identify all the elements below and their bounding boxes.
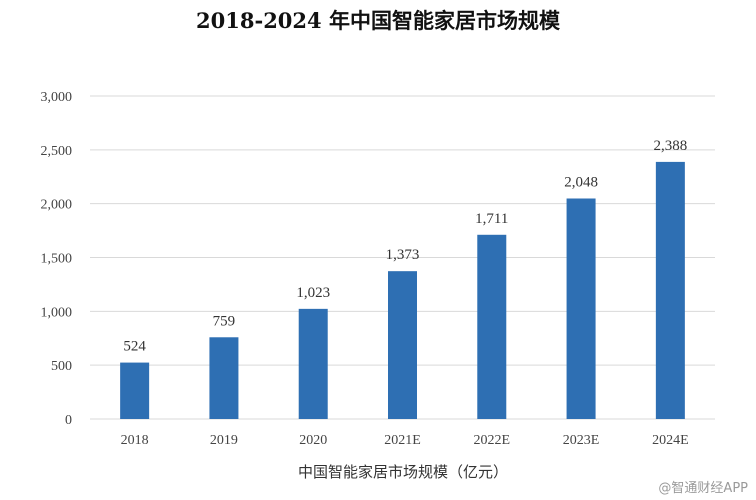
x-axis-label: 中国智能家居市场规模（亿元） <box>298 463 508 481</box>
bar <box>388 271 417 419</box>
x-tick-label: 2021E <box>384 433 421 448</box>
watermark: @智通财经APP <box>658 481 748 496</box>
bar-value-label: 524 <box>123 339 146 355</box>
y-tick-label: 3,000 <box>41 90 73 105</box>
x-tick-label: 2020 <box>299 433 327 448</box>
bar-value-label: 2,388 <box>653 138 687 154</box>
bar-value-label: 1,373 <box>386 247 420 263</box>
y-tick-label: 2,000 <box>41 198 73 213</box>
data-labels: 524 759 1,023 1,373 1,711 2,048 2,388 <box>123 138 687 355</box>
bar <box>566 198 596 419</box>
x-tick-label: 2022E <box>474 433 511 448</box>
x-tick-label: 2018 <box>121 433 149 448</box>
bar <box>209 337 239 419</box>
bars <box>120 161 685 419</box>
x-tick-label: 2024E <box>652 433 689 448</box>
bar-value-label: 2,048 <box>564 174 598 190</box>
y-tick-label: 500 <box>51 359 72 374</box>
bar <box>120 362 150 419</box>
bar <box>477 234 507 419</box>
y-tick-label: 1,500 <box>41 252 73 267</box>
x-tick-label: 2019 <box>210 433 238 448</box>
y-tick-label: 0 <box>65 413 72 428</box>
y-tick-label: 1,000 <box>41 305 73 320</box>
bar-value-label: 1,711 <box>475 211 508 227</box>
bar-value-label: 759 <box>213 313 236 329</box>
chart-title: 2018-2024 年中国智能家居市场规模 <box>196 8 561 33</box>
y-tick-label: 2,500 <box>41 144 73 159</box>
bar-value-label: 1,023 <box>296 285 330 301</box>
x-axis-ticks: 2018 2019 2020 2021E 2022E 2023E 2024E <box>121 433 689 448</box>
x-tick-label: 2023E <box>563 433 600 448</box>
y-axis-ticks: 0 500 1,000 1,500 2,000 2,500 3,000 <box>41 90 73 428</box>
bar <box>298 308 328 419</box>
bar <box>655 161 685 419</box>
